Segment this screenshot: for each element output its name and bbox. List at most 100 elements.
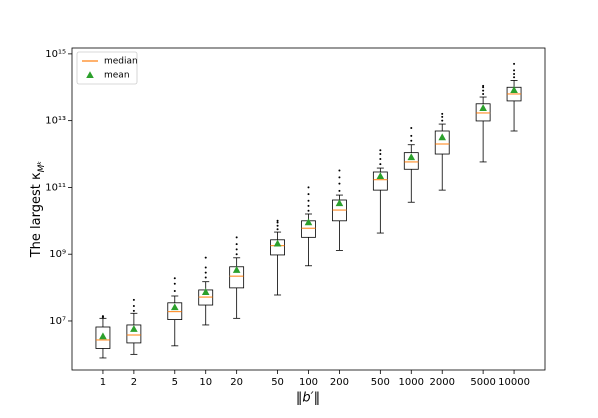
mean-marker [273,239,282,247]
outlier [307,204,310,207]
outlier [441,112,444,115]
x-tick-label: 20 [230,377,243,388]
y-tick-label: 10¹³ [45,116,66,127]
outlier [338,176,341,179]
legend-swatch [86,71,94,79]
outlier [410,134,413,137]
outlier [513,76,516,79]
mean-marker [510,86,518,94]
outlier [173,282,176,285]
x-tick-label: 200 [330,377,349,388]
outlier [235,243,238,246]
box [95,326,111,349]
outlier [482,84,485,87]
x-tick-label: 5000 [470,377,495,388]
box-group [167,277,183,347]
mean-marker [99,332,107,340]
box [475,103,491,122]
box [434,130,450,155]
legend: median mean [76,51,138,85]
mean-marker [479,104,487,111]
box-group [229,236,245,319]
y-axis-label: The largest κMᵏ [29,161,47,259]
outlier [482,89,485,92]
outlier [338,169,341,172]
outlier [235,253,238,256]
x-tick-label: 50 [271,377,284,388]
mean-marker [335,199,344,207]
legend-label: mean [104,71,130,81]
box [403,152,419,170]
x-tick-label: 10000 [498,377,530,388]
box-group [403,127,419,203]
box-group [434,112,450,191]
legend-label: median [104,57,138,67]
box-group [95,315,111,359]
y-tick-label: 10¹¹ [45,182,66,193]
x-tick-label: 100 [299,377,318,388]
mean-marker [407,153,416,161]
x-tick-label: 500 [371,377,390,388]
mean-marker [376,172,385,180]
outlier [307,209,310,212]
y-tick-label: 10⁹ [49,249,66,260]
x-tick-label: 10 [199,377,212,388]
outlier [276,219,279,222]
x-tick-label: 1 [100,377,106,388]
outlier [482,92,485,95]
outlier [379,163,382,166]
outlier [276,228,279,231]
mean-marker [201,288,210,295]
box-group [332,169,347,251]
box-group [475,84,491,163]
outlier [204,266,207,269]
outlier [204,276,207,279]
outlier [379,153,382,156]
mean-marker [438,133,447,141]
outlier [235,248,238,251]
plot-frame [71,47,546,371]
outlier [101,315,104,318]
outlier [132,309,135,312]
outlier [307,193,310,196]
x-axis-label: ‖b′‖ [296,391,320,406]
outlier [410,127,413,130]
outlier [379,158,382,161]
outlier [204,256,207,259]
box-group [372,149,388,234]
outlier [338,189,341,192]
outlier [513,69,516,72]
box [126,324,142,344]
mean-marker [304,218,313,226]
y-tick-label: 10⁷ [49,316,66,327]
outlier [235,236,238,239]
outlier [307,186,310,189]
outlier [513,62,516,65]
y-axis-label-main: The largest κ [29,172,44,258]
y-tick-label: 10¹⁵ [45,49,66,60]
outlier [132,305,135,308]
outlier [204,271,207,274]
outlier [132,298,135,301]
mean-marker [130,325,138,332]
outlier [276,221,279,224]
outlier [379,149,382,152]
box-group [301,186,316,267]
outlier [173,277,176,280]
outlier [410,139,413,142]
box-group [506,62,522,132]
outlier [441,119,444,122]
outlier [513,72,516,75]
box-group [270,219,285,296]
outlier [441,115,444,118]
box-group [126,298,142,355]
x-tick-label: 5 [172,377,178,388]
box-group [198,256,214,326]
outlier [173,290,176,293]
x-tick-label: 2000 [429,377,454,388]
mean-marker [170,303,179,311]
x-tick-label: 1000 [399,377,424,388]
outlier [276,224,279,227]
x-tick-label: 2 [131,377,137,388]
